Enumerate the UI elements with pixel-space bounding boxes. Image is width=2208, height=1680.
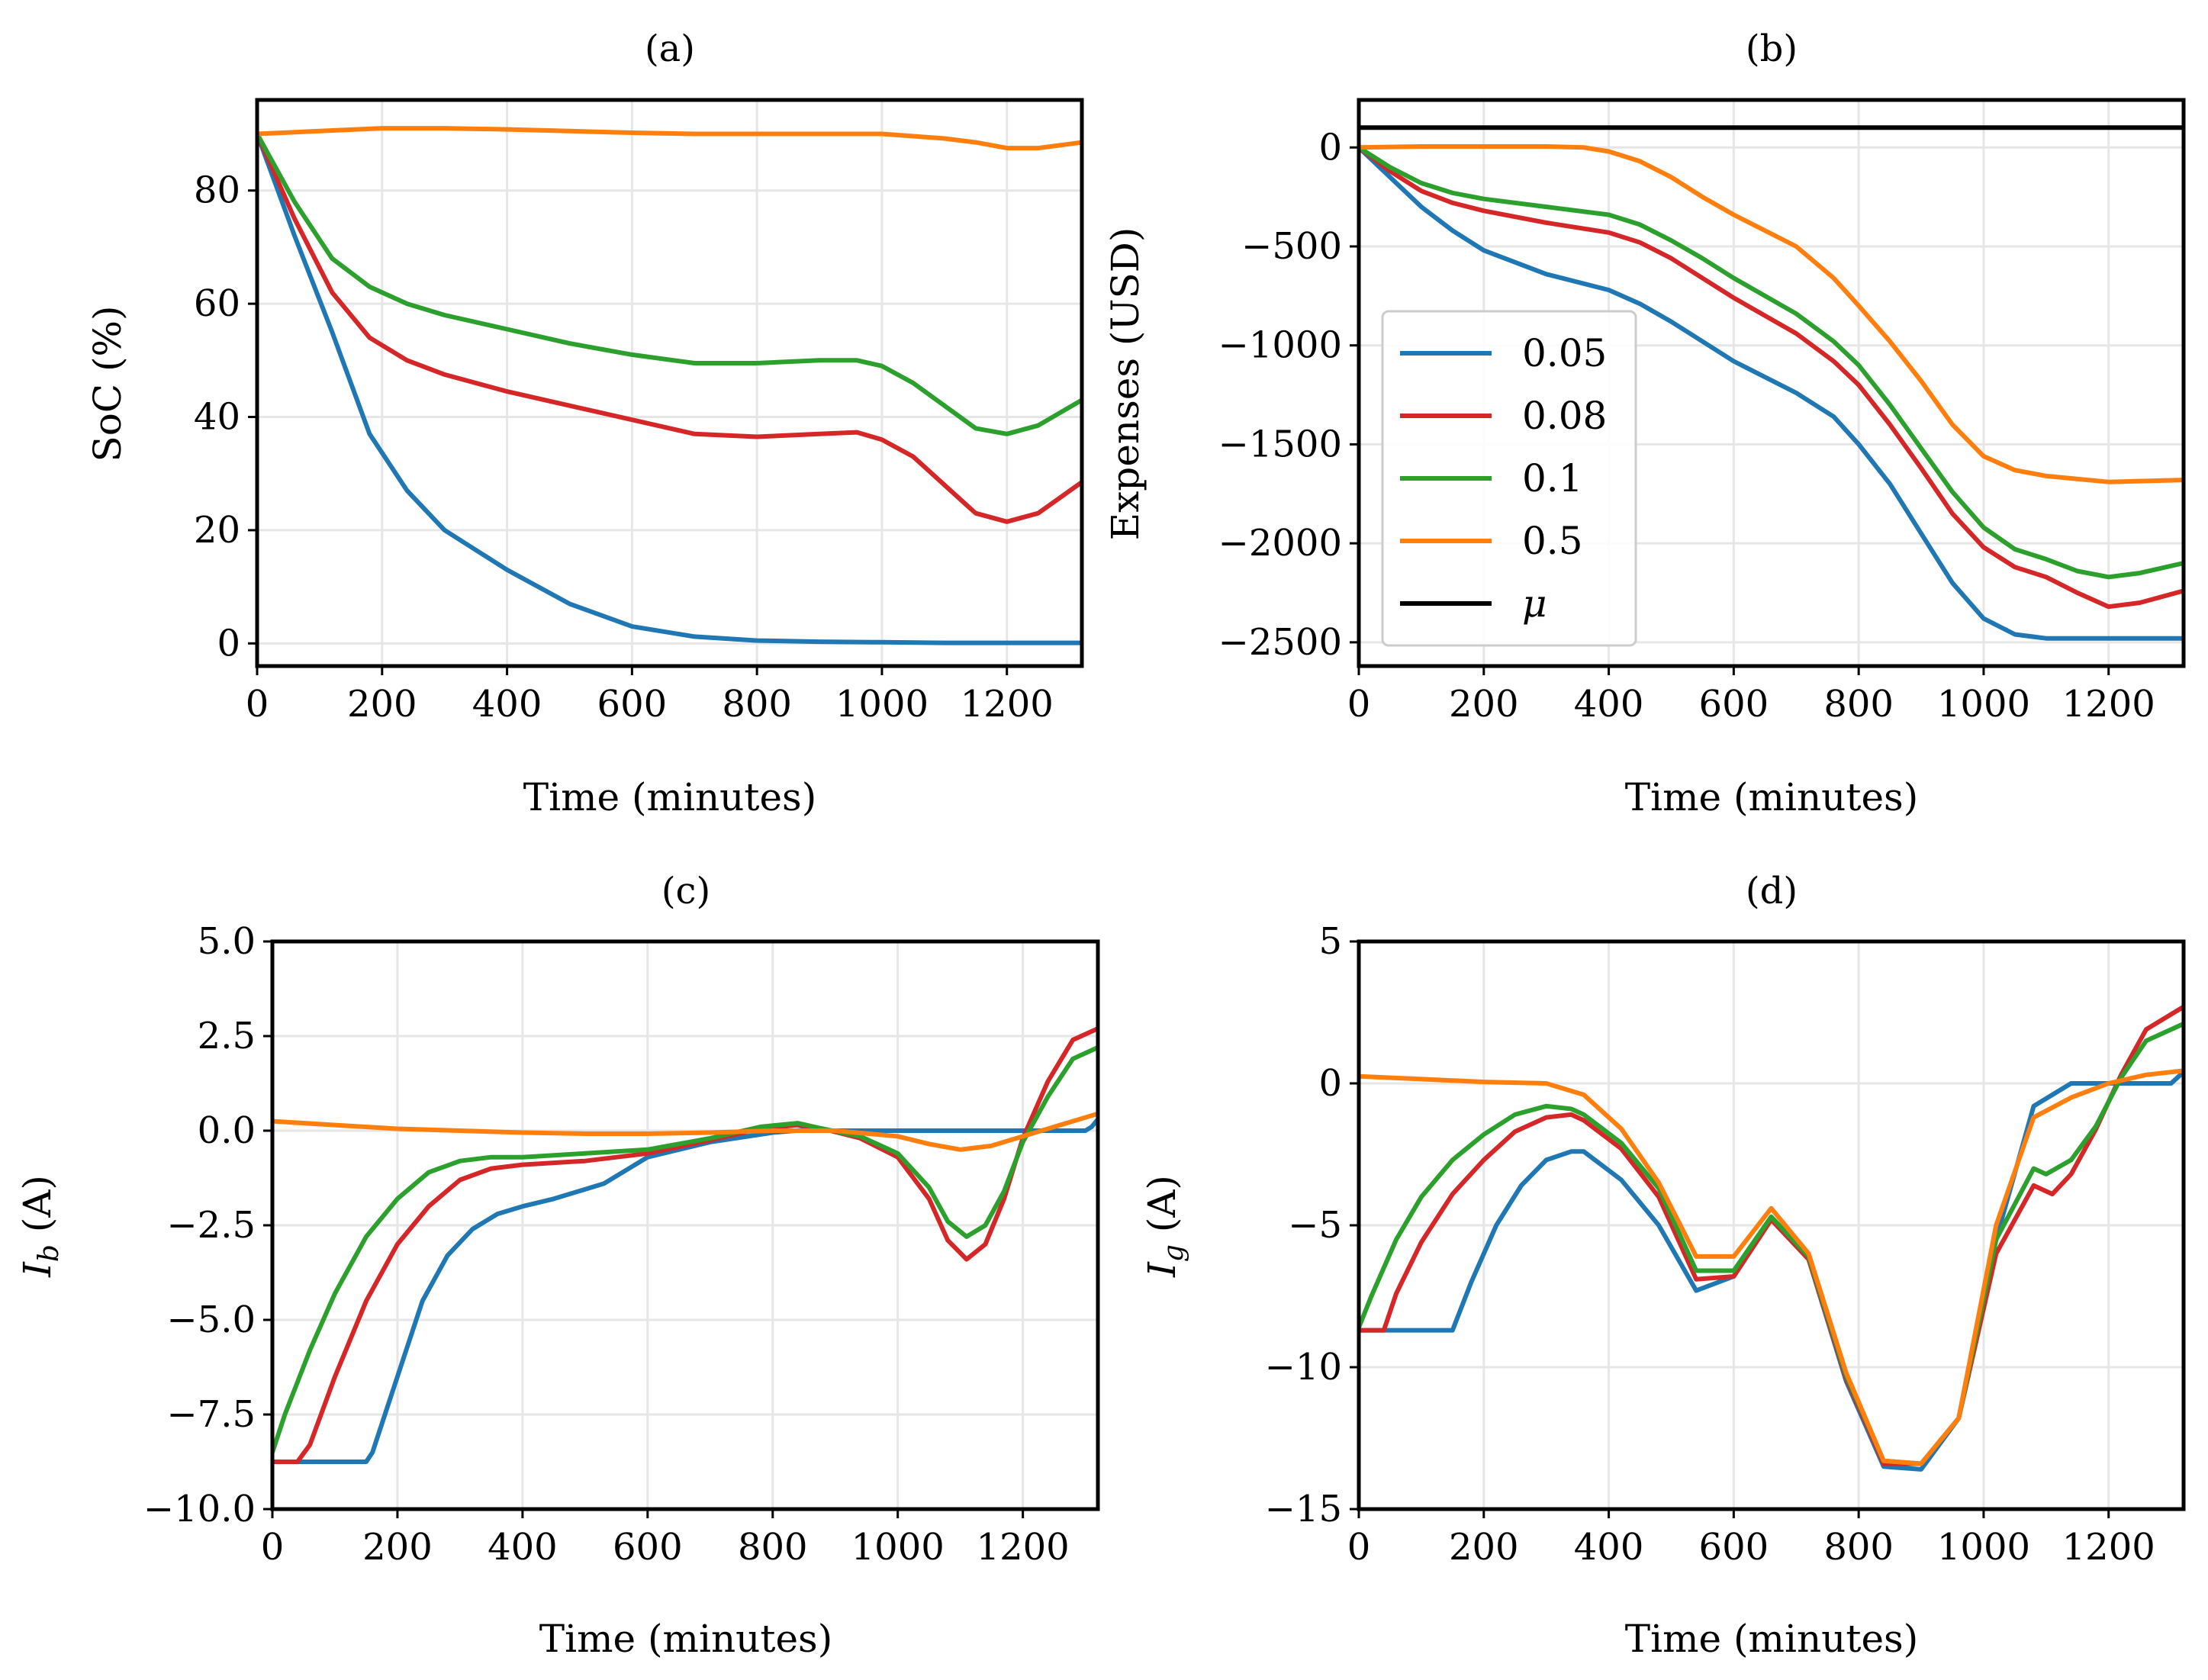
panel-a-y-tick-label: 20 <box>194 509 240 552</box>
panel-d-ylabel-tail: (A) <box>1140 1175 1184 1244</box>
panel-b-x-tick-label: 800 <box>1823 683 1894 726</box>
panel-d-x-tick-label: 600 <box>1699 1526 1769 1569</box>
legend-label-0.08: 0.08 <box>1522 394 1607 438</box>
panel-d-x-tick-label: 1000 <box>1937 1526 2030 1569</box>
panel-b-y-tick-label: −500 <box>1241 225 1342 268</box>
panel-a-x-tick-label: 800 <box>722 683 792 726</box>
panel-c-x-tick-label: 1200 <box>977 1526 1070 1569</box>
panel-c-x-tick-label: 400 <box>488 1526 558 1569</box>
panel-b-x-tick-label: 0 <box>1347 683 1371 726</box>
panel-a-y-tick-label: 60 <box>194 282 240 325</box>
panel-b-y-tick-label: −2000 <box>1218 522 1342 565</box>
panel-a-y-tick-label: 0 <box>217 622 240 665</box>
panel-c-xlabel: Time (minutes) <box>539 1617 832 1661</box>
panel-d-x-tick-label: 1200 <box>2062 1526 2155 1569</box>
panel-a-ylabel: SoC (%) <box>85 305 130 462</box>
panel-d-y-tick-label: 0 <box>1318 1062 1342 1105</box>
panel-c-x-tick-label: 800 <box>738 1526 808 1569</box>
panel-a-x-tick-label: 200 <box>347 683 417 726</box>
panel-c-y-tick-label: 0.0 <box>198 1109 256 1152</box>
panel-d-y-tick-label: 5 <box>1318 920 1342 963</box>
panel-c-title: (c) <box>661 870 710 912</box>
panel-a-x-tick-label: 1200 <box>961 683 1054 726</box>
panel-d-ylabel-sub: g <box>1158 1244 1189 1262</box>
panel-b-y-tick-label: 0 <box>1318 126 1342 169</box>
panel-d-y-tick-label: −5 <box>1288 1204 1342 1247</box>
panel-b-y-tick-label: −2500 <box>1218 621 1342 664</box>
panel-c-y-tick-label: −2.5 <box>166 1204 256 1247</box>
panel-d-x-tick-label: 0 <box>1347 1526 1371 1569</box>
legend: 0.05 0.08 0.1 0.5 μ <box>1382 311 1636 645</box>
panel-a-y-tick-label: 80 <box>194 169 240 212</box>
panel-c-y-tick-label: 5.0 <box>198 920 256 963</box>
panel-b-x-tick-label: 200 <box>1449 683 1519 726</box>
panel-b-y-tick-label: −1500 <box>1218 423 1342 465</box>
panel-d-ylabel-main: I <box>1140 1261 1184 1278</box>
panel-b-xlabel: Time (minutes) <box>1625 775 1918 819</box>
legend-label-mu: μ <box>1522 581 1547 626</box>
panel-c-ylabel-sub: b <box>34 1244 65 1262</box>
panel-a-title: (a) <box>645 27 695 70</box>
panel-c-x-tick-label: 600 <box>613 1526 683 1569</box>
panel-c-y-tick-label: 2.5 <box>198 1015 256 1057</box>
panel-d-x-tick-label: 400 <box>1574 1526 1644 1569</box>
panel-d-y-tick-label: −10 <box>1265 1346 1342 1389</box>
legend-label-0.1: 0.1 <box>1522 456 1583 500</box>
legend-label-0.05: 0.05 <box>1522 331 1607 375</box>
panel-a-x-tick-label: 400 <box>472 683 542 726</box>
panel-d-title: (d) <box>1746 870 1798 912</box>
panel-d-x-tick-label: 200 <box>1449 1526 1519 1569</box>
panel-c-x-tick-label: 0 <box>261 1526 285 1569</box>
panel-b-title: (b) <box>1746 27 1798 70</box>
panel-d-ylabel: Ig (A) <box>1140 1175 1189 1278</box>
panel-b-ylabel: Expenses (USD) <box>1103 227 1147 541</box>
panel-b-x-tick-label: 1200 <box>2062 683 2155 726</box>
figure: (a) Time (minutes) SoC (%) 0 200 400 600 800… <box>0 0 2208 1680</box>
panel-c-ylabel-main: I <box>15 1261 60 1278</box>
panel-a-x-tick-label: 600 <box>597 683 668 726</box>
panel-c-x-tick-label: 1000 <box>851 1526 945 1569</box>
panel-c-y-tick-label: −5.0 <box>166 1299 256 1341</box>
panel-c-ylabel-tail: (A) <box>15 1175 60 1244</box>
panel-c-y-tick-label: −7.5 <box>166 1393 256 1436</box>
panel-b-x-tick-label: 400 <box>1574 683 1644 726</box>
panel-c-y-tick-label: −10.0 <box>143 1488 256 1530</box>
panel-a-y-tick-label: 40 <box>194 396 240 439</box>
panel-b-x-tick-label: 600 <box>1699 683 1769 726</box>
panel-c-ylabel: Ib (A) <box>15 1175 65 1278</box>
panel-d-x-tick-label: 800 <box>1823 1526 1894 1569</box>
panel-c-x-tick-label: 200 <box>362 1526 433 1569</box>
panel-a-x-tick-label: 1000 <box>835 683 929 726</box>
panel-d-y-tick-label: −15 <box>1265 1488 1342 1530</box>
panel-a-x-tick-label: 0 <box>246 683 269 726</box>
panel-d-xlabel: Time (minutes) <box>1625 1617 1918 1661</box>
panel-b-x-tick-label: 1000 <box>1937 683 2030 726</box>
legend-label-0.5: 0.5 <box>1522 519 1583 563</box>
panel-b-y-tick-label: −1000 <box>1218 324 1342 367</box>
panel-a-xlabel: Time (minutes) <box>523 775 816 819</box>
